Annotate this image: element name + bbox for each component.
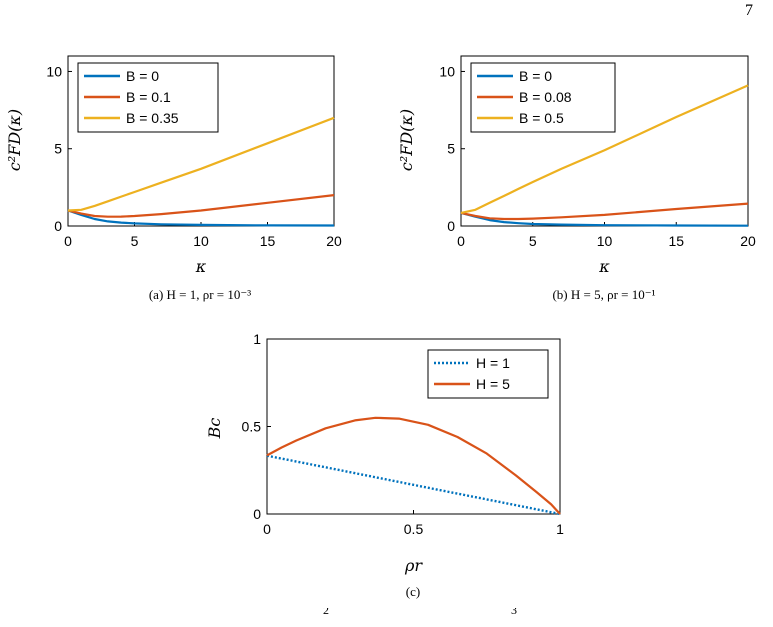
legend-label-3: B = 0.35 xyxy=(126,110,179,126)
legend-label-1: B = 0 xyxy=(126,68,159,84)
series-line-2 xyxy=(266,416,561,515)
bottom-text-fragment: 2 3 xyxy=(0,608,773,627)
x-tick-label: 20 xyxy=(326,233,342,249)
y-axis-label: Bc xyxy=(205,418,224,440)
x-tick-label: 0 xyxy=(457,233,465,249)
y-tick-label: 0 xyxy=(54,218,62,234)
legend-label-3: B = 0.5 xyxy=(519,110,564,126)
y-tick-label: 0 xyxy=(447,218,455,234)
series-line-2 xyxy=(67,194,335,218)
chart-a: 0 5 10 15 20 0 5 10 B = 0 B = 0.1 B = 0.35 κ c²FD(κ)… xyxy=(5,55,342,302)
chart-b: 0 5 10 15 20 0 5 10 B = 0 B = 0.08 B = 0.5 κ c²FD(κ)… xyxy=(397,55,756,302)
y-axis-label: c²FD(κ) xyxy=(5,109,24,171)
x-tick-label: 0 xyxy=(64,233,72,249)
y-tick-label: 0.5 xyxy=(242,419,262,435)
x-axis-label: κ xyxy=(195,257,207,276)
y-tick-label: 0 xyxy=(253,506,261,522)
x-tick-label: 15 xyxy=(260,233,276,249)
legend-box xyxy=(427,349,549,399)
x-tick-label: 0.5 xyxy=(404,521,424,537)
legend-label-2: H = 5 xyxy=(476,376,510,392)
y-tick-label: 10 xyxy=(439,63,455,79)
series-line-1 xyxy=(266,454,561,516)
x-tick-label: 10 xyxy=(193,233,209,249)
superscript-fragment-2: 3 xyxy=(511,608,517,617)
legend-label-2: B = 0.08 xyxy=(519,89,572,105)
caption: (c) xyxy=(406,584,420,599)
y-tick-label: 5 xyxy=(447,141,455,157)
x-tick-label: 1 xyxy=(556,521,564,537)
caption: (b) H = 5, ρr = 10⁻¹ xyxy=(552,287,655,302)
x-tick-label: 20 xyxy=(740,233,756,249)
x-axis-label: κ xyxy=(598,257,610,276)
x-tick-label: 0 xyxy=(263,521,271,537)
legend-label-1: H = 1 xyxy=(476,355,510,371)
x-tick-label: 5 xyxy=(529,233,537,249)
legend-label-1: B = 0 xyxy=(519,68,552,84)
series-line-2 xyxy=(460,202,749,221)
series-line-3 xyxy=(460,84,749,214)
y-tick-label: 10 xyxy=(46,63,62,79)
chart-c: 0 0.5 1 0 0.5 1 H = 1 H = 5 ρr Bc (c) xyxy=(205,331,564,599)
superscript-fragment-1: 2 xyxy=(323,608,329,617)
x-tick-label: 10 xyxy=(597,233,613,249)
series-line-1 xyxy=(460,211,749,227)
caption: (a) H = 1, ρr = 10⁻³ xyxy=(149,287,251,302)
x-tick-label: 5 xyxy=(131,233,139,249)
series-line-3 xyxy=(67,116,335,212)
y-tick-label: 5 xyxy=(54,141,62,157)
page-number: 7 xyxy=(745,2,753,19)
y-axis-label: c²FD(κ) xyxy=(397,109,416,171)
x-tick-label: 15 xyxy=(668,233,684,249)
x-axis-label: ρr xyxy=(404,556,423,575)
series-line-1 xyxy=(67,209,335,227)
y-tick-label: 1 xyxy=(253,331,261,347)
legend-label-2: B = 0.1 xyxy=(126,89,171,105)
